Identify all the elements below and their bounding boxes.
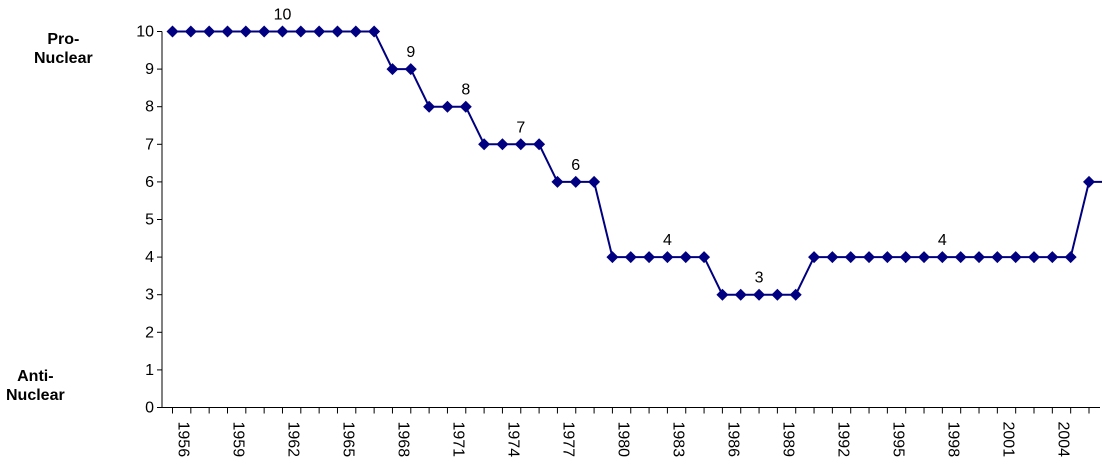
data-point-marker [184,25,197,38]
data-point-marker [991,251,1004,264]
data-point-marker [753,288,766,301]
x-tick-label: 1977 [559,422,576,458]
data-point-marker [1083,175,1095,188]
data-label: 4 [663,232,672,249]
x-tick-label: 1968 [394,422,411,458]
data-point-marker [423,100,436,113]
y-tick-label: 6 [145,174,154,191]
data-point-marker [863,251,876,264]
data-point-marker [1064,251,1077,264]
data-point-marker [973,251,986,264]
data-point-marker [441,100,454,113]
data-point-marker [496,138,509,151]
data-point-marker [239,25,252,38]
x-tick-label: 1962 [284,422,301,458]
x-tick-label: 1992 [834,422,851,458]
pro-nuclear-label-line2: Nuclear [34,50,93,67]
data-point-marker [1009,251,1022,264]
data-label: 3 [755,270,764,287]
data-point-marker [313,25,326,38]
x-tick-label: 1986 [724,422,741,458]
x-tick-label: 1974 [504,422,521,458]
data-point-marker [624,251,637,264]
x-tick-label: 1998 [944,422,961,458]
x-tick-label: 1989 [779,422,796,458]
x-tick-label: 1959 [229,422,246,458]
data-point-marker [221,25,234,38]
data-point-marker [551,175,564,188]
x-tick-label: 1983 [669,422,686,458]
data-point-marker [386,63,399,76]
x-tick-label: 1995 [889,422,906,458]
data-point-marker [258,25,271,38]
data-label: 7 [516,119,525,136]
data-point-marker [734,288,747,301]
y-tick-label: 2 [145,324,154,341]
data-point-marker [881,251,894,264]
data-label: 9 [406,44,415,61]
y-tick-label: 8 [145,99,154,116]
data-point-marker [899,251,912,264]
data-point-marker [514,138,527,151]
pro-nuclear-label: Pro- Nuclear [34,30,93,68]
pro-nuclear-label-line1: Pro- [47,31,80,48]
x-tick-label: 1980 [614,422,631,458]
y-tick-label: 10 [136,24,154,41]
data-point-marker [643,251,656,264]
data-point-marker [954,251,967,264]
data-point-marker [661,251,674,264]
data-point-marker [569,175,582,188]
data-point-marker [698,251,711,264]
x-tick-label: 1956 [175,422,192,458]
data-point-marker [771,288,784,301]
y-tick-label: 9 [145,61,154,78]
data-label: 4 [938,232,947,249]
data-point-marker [368,25,381,38]
y-tick-label: 1 [145,362,154,379]
x-tick-label: 1971 [449,422,466,458]
y-tick-label: 0 [145,400,154,417]
data-point-marker [349,25,362,38]
data-point-marker [844,251,857,264]
anti-nuclear-label-line1: Anti- [17,368,54,385]
data-point-marker [918,251,931,264]
data-point-marker [166,25,179,38]
x-tick-label: 2004 [1054,422,1071,458]
data-point-marker [331,25,344,38]
data-point-marker [404,63,417,76]
data-point-marker [606,251,619,264]
data-point-marker [588,175,601,188]
data-label: 6 [571,157,580,174]
data-point-marker [294,25,307,38]
data-point-marker [459,100,472,113]
data-label: 10 [274,7,292,24]
data-point-marker [716,288,729,301]
y-tick-label: 5 [145,212,154,229]
data-label: 8 [461,82,470,99]
y-tick-label: 4 [145,249,154,266]
anti-nuclear-label-line2: Nuclear [6,387,65,404]
data-point-marker [478,138,491,151]
data-point-marker [1028,251,1041,264]
data-point-marker [1046,251,1059,264]
data-point-marker [679,251,692,264]
x-tick-label: 2001 [999,422,1016,458]
y-tick-label: 3 [145,287,154,304]
data-point-marker [826,251,839,264]
data-point-marker [203,25,216,38]
data-point-marker [789,288,802,301]
data-point-marker [936,251,949,264]
anti-nuclear-label: Anti- Nuclear [6,367,65,405]
data-point-marker [808,251,821,264]
data-point-marker [276,25,289,38]
data-point-marker [533,138,546,151]
x-tick-label: 1965 [339,422,356,458]
y-tick-label: 7 [145,136,154,153]
